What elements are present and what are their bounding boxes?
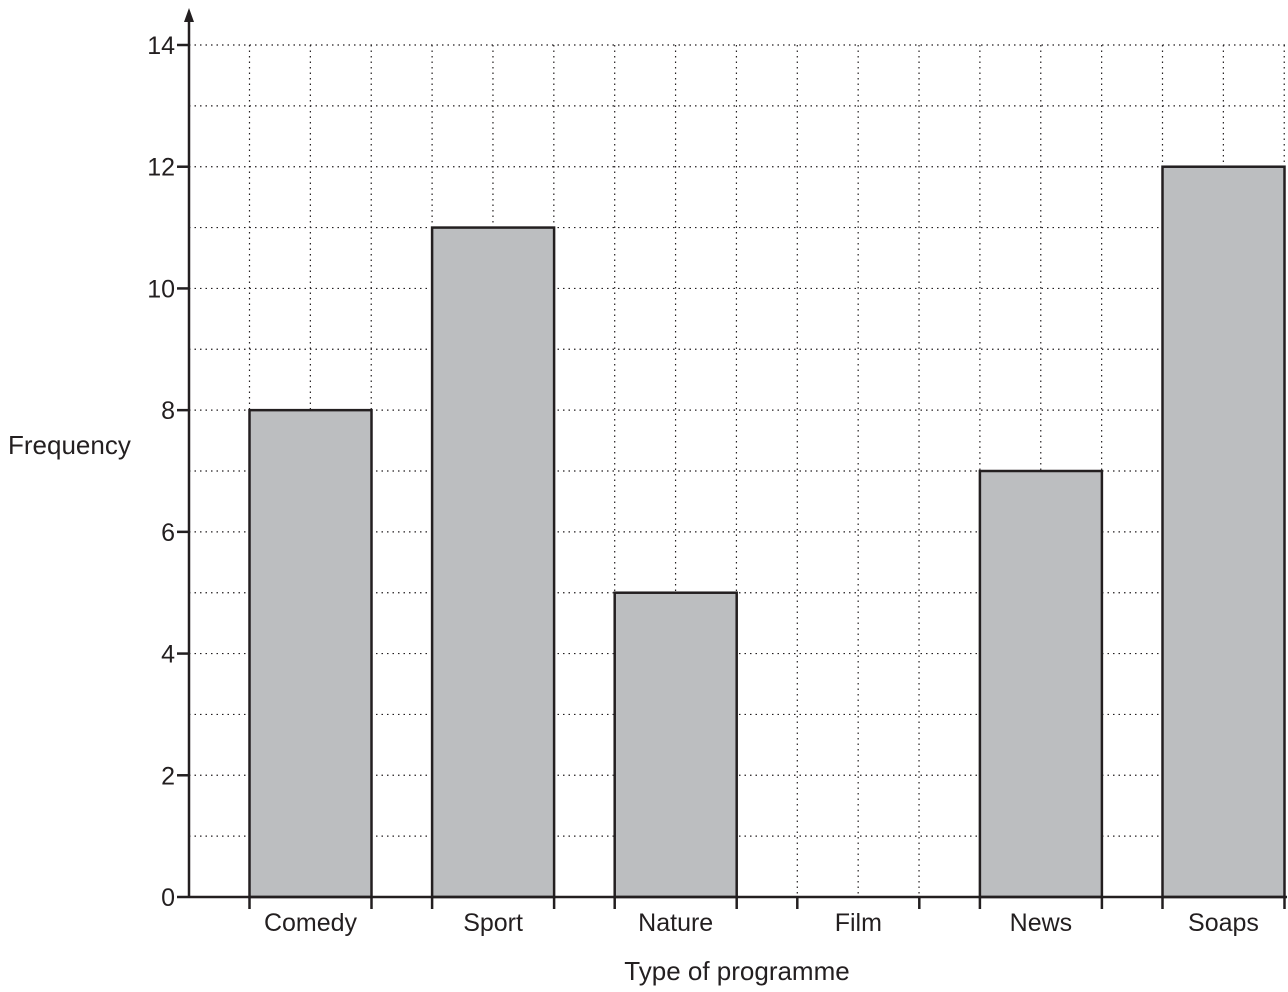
x-axis-label: Type of programme: [624, 956, 849, 986]
y-tick-label: 8: [161, 397, 175, 425]
x-tick-label: Soaps: [1188, 909, 1259, 937]
bar-news: [978, 469, 1104, 899]
chart-bars: [248, 165, 1286, 899]
y-axis-ticks: 0 2 4 6 8 10 12 14: [147, 32, 189, 912]
x-tick-label: Film: [835, 909, 882, 937]
x-tick-label: News: [1010, 909, 1073, 937]
y-tick-label: 14: [147, 32, 175, 60]
x-tick-label: Sport: [463, 909, 523, 937]
y-axis-label: Frequency: [8, 430, 131, 460]
y-tick-label: 0: [161, 884, 175, 912]
x-tick-label: Comedy: [264, 909, 358, 937]
bar-sport: [430, 226, 556, 899]
y-tick-label: 12: [147, 154, 175, 182]
y-tick-label: 6: [161, 519, 175, 547]
y-axis-arrow-icon: [184, 8, 194, 22]
bar-soaps: [1161, 165, 1286, 899]
bar-nature: [613, 591, 738, 899]
bar-comedy: [248, 408, 373, 899]
y-tick-label: 10: [147, 275, 175, 303]
x-tick-label: Nature: [638, 909, 713, 937]
y-tick-label: 2: [161, 762, 175, 790]
x-axis-ticks: Comedy Sport Nature Film News Soaps: [248, 897, 1286, 937]
y-tick-label: 4: [161, 641, 175, 669]
